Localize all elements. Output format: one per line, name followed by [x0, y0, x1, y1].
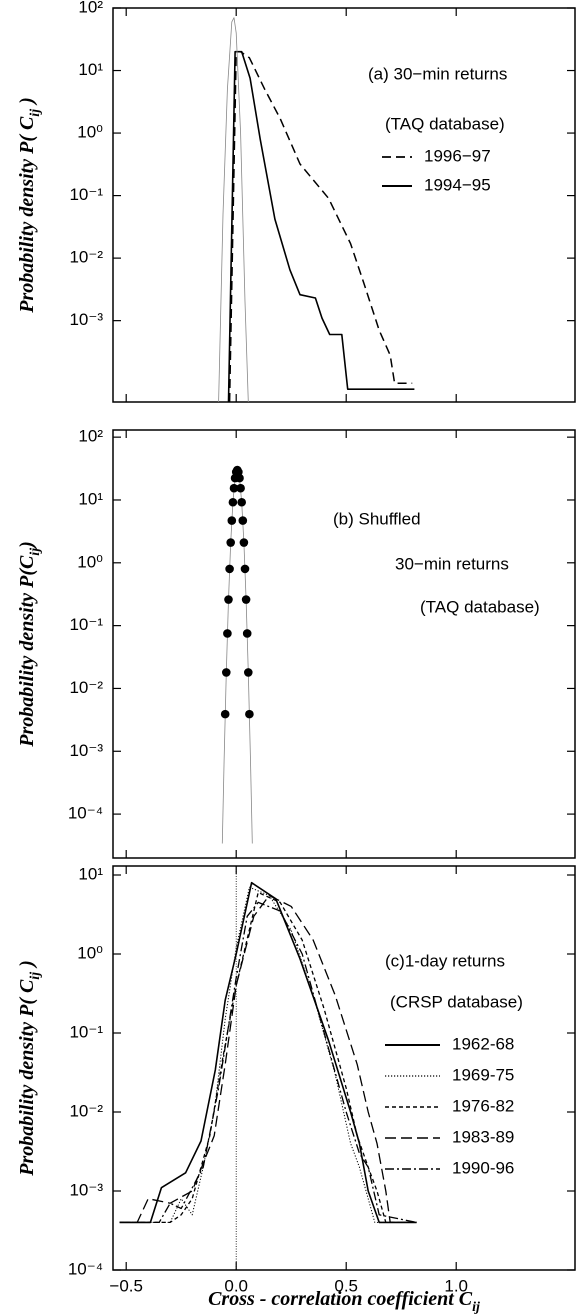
annotation: (TAQ database) — [420, 597, 540, 616]
legend-label: 1976-82 — [452, 1096, 514, 1115]
legend-label: 1996−97 — [424, 146, 491, 165]
data-point — [224, 595, 233, 604]
y-axis-label-sub: ij — [28, 972, 43, 980]
series-line — [119, 901, 417, 1224]
data-point — [245, 709, 254, 719]
data-point — [242, 629, 252, 638]
y-axis-label-text: Probability density P( C — [16, 979, 38, 1177]
series-line — [227, 50, 415, 403]
data-point — [225, 564, 234, 574]
legend-label: 1983-89 — [452, 1127, 514, 1146]
data-point — [223, 629, 232, 638]
series-line — [119, 881, 417, 1224]
legend-label: 1969-75 — [452, 1065, 514, 1084]
x-tick-label: −0.5 — [109, 1276, 143, 1295]
y-tick-label: 10⁻³ — [69, 741, 103, 760]
y-axis-label-text: Probability density P(C — [16, 555, 38, 748]
annotation: (b) Shuffled — [333, 509, 421, 528]
y-axis-label-sub: ij — [28, 109, 43, 117]
y-tick-label: 10⁻² — [69, 1101, 103, 1120]
legend-label: 1994−95 — [424, 175, 491, 194]
x-axis-label: Cross - correlation coefficient Cij — [208, 1288, 480, 1315]
y-axis-label: Probability density P( Cij ) — [16, 97, 43, 314]
y-axis-label: Probability density P( Cij ) — [16, 960, 43, 1177]
y-axis-label-sub: ij — [28, 548, 43, 556]
y-tick-label: 10² — [78, 427, 103, 446]
data-point — [229, 483, 239, 493]
plot-frame — [112, 429, 576, 859]
annotation: (c)1-day returns — [385, 951, 505, 970]
annotation: (CRSP database) — [390, 992, 523, 1011]
y-tick-label: 10⁰ — [77, 552, 103, 571]
data-point — [239, 538, 249, 547]
legend-label: 1962-68 — [452, 1034, 514, 1053]
y-tick-label: 10⁰ — [77, 123, 103, 142]
data-point — [227, 516, 237, 525]
data-point — [238, 516, 248, 525]
data-point — [235, 473, 244, 483]
y-tick-label: 10⁻¹ — [69, 185, 103, 204]
data-point — [220, 709, 230, 719]
y-axis-label: Probability density P(Cij) — [16, 541, 43, 748]
annotation: (a) 30−min returns — [368, 64, 507, 83]
data-point — [237, 497, 246, 507]
y-tick-label: 10⁻² — [69, 678, 103, 697]
data-point — [240, 564, 250, 574]
y-tick-label: 10² — [78, 0, 103, 16]
x-axis-label-sub: ij — [472, 1300, 480, 1315]
data-point — [228, 497, 238, 507]
y-tick-label: 10⁻³ — [69, 1180, 103, 1199]
y-tick-label: 10⁻² — [69, 248, 103, 267]
data-point — [236, 483, 245, 493]
series-line — [119, 886, 417, 1223]
y-tick-label: 10⁰ — [77, 943, 103, 962]
series-line — [218, 17, 249, 403]
data-point — [241, 595, 251, 604]
series-line — [221, 469, 253, 844]
y-tick-label: 10¹ — [78, 489, 103, 508]
legend-label: 1990-96 — [452, 1158, 514, 1177]
y-tick-label: 10⁻¹ — [69, 1022, 103, 1041]
x-tick-label: 0.0 — [224, 1276, 248, 1295]
data-point — [222, 668, 231, 677]
series-line — [228, 50, 413, 403]
y-tick-label: 10⁻³ — [69, 310, 103, 329]
y-tick-label: 10¹ — [78, 60, 103, 79]
series-line — [119, 894, 417, 1224]
plot-frame — [112, 7, 576, 403]
y-axis-label-end: ) — [16, 97, 38, 109]
y-axis-label-end: ) — [16, 541, 38, 550]
y-tick-label: 10¹ — [78, 864, 103, 883]
y-tick-label: 10⁻⁴ — [68, 1259, 103, 1278]
annotation: 30−min returns — [395, 554, 509, 573]
data-point — [244, 668, 253, 677]
x-tick-label: 1.0 — [444, 1276, 468, 1295]
y-tick-label: 10⁻⁴ — [68, 804, 103, 823]
data-point — [226, 538, 235, 547]
series-line — [119, 891, 417, 1224]
x-axis-label-text: Cross - correlation coefficient C — [208, 1288, 473, 1310]
annotation: (TAQ database) — [385, 114, 505, 133]
x-tick-label: 0.5 — [334, 1276, 358, 1295]
y-tick-label: 10⁻¹ — [69, 615, 103, 634]
y-axis-label-end: ) — [16, 960, 38, 972]
plot-frame — [112, 865, 576, 1271]
y-axis-label-text: Probability density P( C — [16, 116, 38, 314]
